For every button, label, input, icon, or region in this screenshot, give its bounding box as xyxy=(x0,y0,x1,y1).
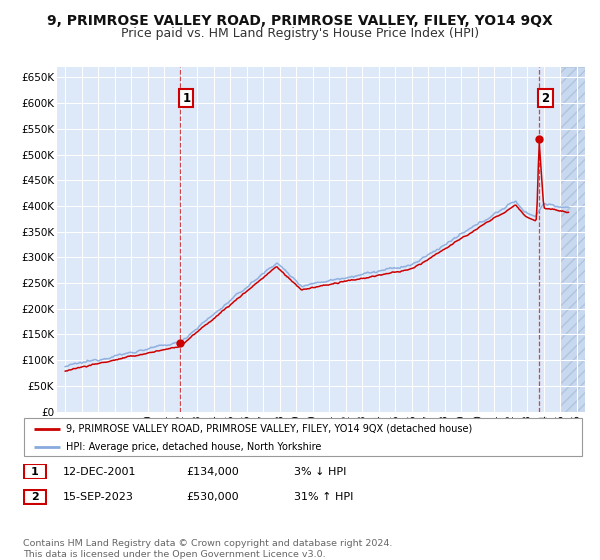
FancyBboxPatch shape xyxy=(24,418,582,456)
Text: 12-DEC-2001: 12-DEC-2001 xyxy=(63,466,137,477)
Text: 9, PRIMROSE VALLEY ROAD, PRIMROSE VALLEY, FILEY, YO14 9QX (detached house): 9, PRIMROSE VALLEY ROAD, PRIMROSE VALLEY… xyxy=(66,424,472,434)
Text: 15-SEP-2023: 15-SEP-2023 xyxy=(63,492,134,502)
Text: 3% ↓ HPI: 3% ↓ HPI xyxy=(294,466,346,477)
Polygon shape xyxy=(560,67,585,412)
Text: 31% ↑ HPI: 31% ↑ HPI xyxy=(294,492,353,502)
Text: 1: 1 xyxy=(182,91,191,105)
FancyBboxPatch shape xyxy=(24,464,46,479)
Text: 2: 2 xyxy=(541,91,550,105)
Text: 1: 1 xyxy=(31,466,38,477)
Text: Contains HM Land Registry data © Crown copyright and database right 2024.
This d: Contains HM Land Registry data © Crown c… xyxy=(23,539,392,559)
Text: Price paid vs. HM Land Registry's House Price Index (HPI): Price paid vs. HM Land Registry's House … xyxy=(121,27,479,40)
Text: 9, PRIMROSE VALLEY ROAD, PRIMROSE VALLEY, FILEY, YO14 9QX: 9, PRIMROSE VALLEY ROAD, PRIMROSE VALLEY… xyxy=(47,14,553,28)
Text: HPI: Average price, detached house, North Yorkshire: HPI: Average price, detached house, Nort… xyxy=(66,442,321,452)
Text: £530,000: £530,000 xyxy=(186,492,239,502)
FancyBboxPatch shape xyxy=(24,490,46,505)
Text: 2: 2 xyxy=(31,492,38,502)
Text: £134,000: £134,000 xyxy=(186,466,239,477)
